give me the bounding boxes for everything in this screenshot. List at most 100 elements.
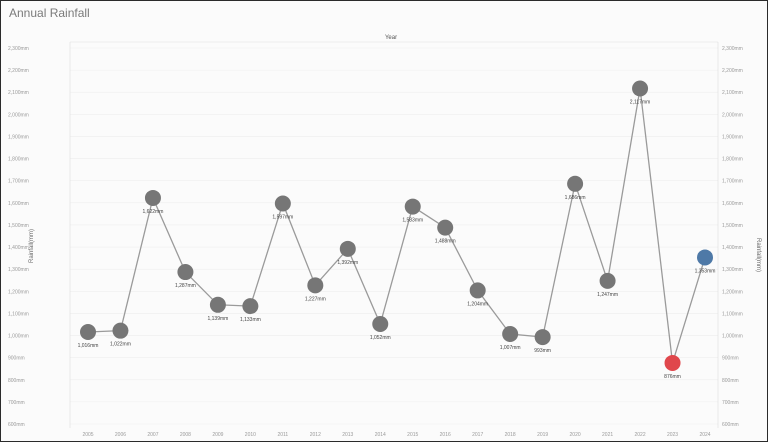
data-point: [404, 198, 421, 215]
data-point: [339, 240, 356, 257]
x-tick-label: 2006: [115, 432, 126, 438]
x-tick-label: 2011: [277, 432, 288, 438]
x-tick-label: 2014: [375, 432, 386, 438]
data-label: 1,622mm: [143, 209, 164, 215]
y-tick-label-left: 1,100mm: [8, 311, 29, 317]
data-label: 1,686mm: [565, 195, 586, 201]
y-tick-label-right: 1,900mm: [722, 134, 743, 140]
y-tick-label-left: 1,900mm: [8, 134, 29, 140]
data-point: [372, 316, 389, 333]
x-tick-label: 2024: [699, 432, 710, 438]
data-point: [80, 323, 96, 340]
y-tick-label-left: 1,500mm: [8, 223, 29, 229]
x-tick-label: 2016: [440, 432, 451, 438]
y-tick-label-right: 700mm: [722, 400, 739, 406]
data-label: 876mm: [664, 374, 681, 380]
x-tick-label: 2007: [147, 432, 158, 438]
x-tick-label: 2013: [342, 432, 353, 438]
y-tick-label-right: 1,000mm: [722, 334, 743, 340]
data-point: [274, 195, 291, 212]
x-tick-label: 2009: [212, 432, 223, 438]
y-tick-label-left: 1,200mm: [8, 289, 29, 295]
data-point: [469, 282, 486, 299]
y-tick-label-left: 1,600mm: [8, 201, 29, 207]
x-tick-label: 2010: [245, 432, 256, 438]
data-point: [177, 264, 194, 281]
data-point: [697, 249, 713, 266]
data-point: [242, 298, 259, 315]
data-label: 1,287mm: [175, 283, 196, 289]
x-tick-label: 2017: [472, 432, 483, 438]
data-label: 1,597mm: [272, 214, 293, 220]
data-point: [534, 329, 551, 346]
y-tick-label-left: 1,700mm: [8, 179, 29, 185]
y-tick-label-right: 1,800mm: [722, 157, 743, 163]
x-tick-label: 2019: [537, 432, 548, 438]
y-tick-label-right: 600mm: [722, 422, 739, 428]
y-tick-label-left: 1,400mm: [8, 245, 29, 251]
data-point: [307, 277, 324, 294]
data-point: [112, 322, 129, 339]
y-tick-label-right: 1,400mm: [722, 245, 743, 251]
y-tick-label-right: 1,200mm: [722, 289, 743, 295]
data-label: 2,117mm: [630, 99, 650, 105]
y-tick-label-right: 2,300mm: [722, 46, 743, 52]
y-tick-label-left: 600mm: [8, 422, 25, 428]
x-tick-label: 2023: [667, 432, 678, 438]
data-label: 1,247mm: [597, 292, 618, 298]
y-tick-label-right: 800mm: [722, 378, 739, 384]
data-point: [437, 219, 454, 236]
x-axis-title: Year: [384, 35, 398, 41]
data-point: [144, 189, 161, 206]
y-tick-label-left: 1,800mm: [8, 157, 29, 163]
x-tick-label: 2005: [82, 432, 93, 438]
data-point: [567, 175, 584, 192]
y-tick-label-left: 800mm: [8, 378, 25, 384]
y-tick-label-right: 1,300mm: [722, 267, 743, 273]
x-tick-label: 2020: [570, 432, 581, 438]
y-tick-label-left: 1,000mm: [8, 334, 29, 340]
x-tick-label: 2022: [634, 432, 645, 438]
data-label: 1,133mm: [240, 317, 261, 323]
x-tick-label: 2015: [407, 432, 418, 438]
y-tick-label-left: 2,300mm: [8, 46, 29, 52]
series-line: [87, 88, 706, 364]
data-label: 1,392mm: [337, 260, 358, 266]
x-tick-label: 2008: [180, 432, 191, 438]
chart-title: Annual Rainfall: [9, 6, 90, 20]
data-label: 1,022mm: [110, 342, 131, 348]
data-point: [632, 80, 649, 97]
y-tick-label-right: 900mm: [722, 356, 739, 362]
y-tick-label-left: 2,000mm: [8, 112, 29, 118]
data-label: 1,052mm: [370, 335, 391, 341]
y-tick-label-left: 700mm: [8, 400, 25, 406]
data-label: 1,353mm: [695, 268, 716, 274]
y-tick-label-left: 1,300mm: [8, 267, 29, 273]
y-tick-label-right: 2,100mm: [722, 90, 743, 96]
y-tick-label-right: 1,500mm: [722, 223, 743, 229]
y-tick-label-left: 900mm: [8, 356, 25, 362]
data-label: 1,139mm: [207, 316, 228, 322]
data-label: 1,583mm: [402, 218, 423, 224]
y-tick-label-left: 2,100mm: [8, 90, 29, 96]
y-tick-label-left: 2,200mm: [8, 68, 29, 74]
data-label: 1,488mm: [435, 239, 456, 245]
y-tick-label-right: 1,700mm: [722, 179, 743, 185]
x-tick-label: 2018: [505, 432, 516, 438]
data-label: 1,204mm: [467, 301, 488, 307]
data-label: 1,007mm: [500, 345, 521, 351]
x-tick-label: 2012: [310, 432, 321, 438]
data-point: [599, 272, 616, 289]
x-tick-label: 2021: [602, 432, 613, 438]
data-label: 993mm: [534, 348, 551, 354]
data-point: [502, 325, 519, 342]
data-point: [664, 354, 681, 371]
y-tick-label-right: 2,000mm: [722, 112, 743, 118]
data-label: 1,227mm: [305, 296, 326, 302]
data-point: [209, 296, 226, 313]
y-tick-label-right: 2,200mm: [722, 68, 743, 74]
data-label: 1,016mm: [78, 343, 99, 349]
y-tick-label-right: 1,600mm: [722, 201, 743, 207]
